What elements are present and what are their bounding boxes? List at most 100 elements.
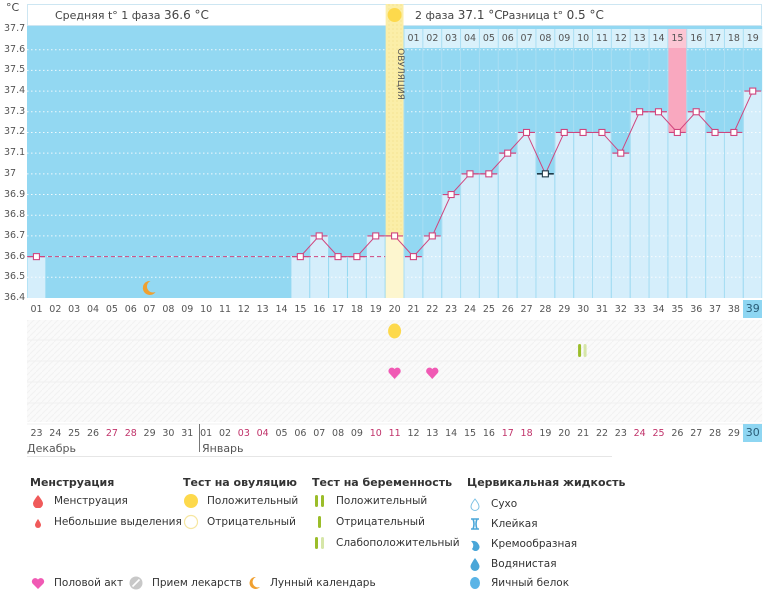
- cycle-day-label[interactable]: 17: [332, 304, 345, 315]
- temperature-point[interactable]: [447, 190, 455, 199]
- temperature-point[interactable]: [598, 128, 606, 137]
- temperature-point[interactable]: [749, 87, 757, 95]
- temperature-point[interactable]: [730, 128, 738, 137]
- calendar-date[interactable]: 04: [256, 428, 269, 439]
- calendar-date[interactable]: 05: [275, 428, 288, 439]
- calendar-date[interactable]: 30: [743, 424, 763, 442]
- cycle-day-label[interactable]: 25: [482, 304, 495, 315]
- calendar-date[interactable]: 21: [577, 428, 590, 439]
- cycle-day-label[interactable]: 06: [124, 304, 137, 315]
- cycle-day-label[interactable]: 12: [237, 304, 250, 315]
- calendar-date[interactable]: 25: [652, 428, 665, 439]
- calendar-date[interactable]: 19: [539, 428, 552, 439]
- calendar-date[interactable]: 29: [143, 428, 156, 439]
- calendar-date[interactable]: 23: [30, 428, 43, 439]
- temperature-point[interactable]: [673, 128, 681, 137]
- calendar-date[interactable]: 22: [595, 428, 609, 439]
- temperature-point[interactable]: [560, 128, 568, 137]
- calendar-date[interactable]: 07: [313, 428, 326, 439]
- temperature-point[interactable]: [315, 232, 323, 240]
- cycle-day-label[interactable]: 27: [520, 304, 533, 315]
- temperature-point[interactable]: [692, 108, 700, 116]
- calendar-date[interactable]: 30: [162, 428, 175, 439]
- cycle-day-label[interactable]: 09: [181, 304, 194, 315]
- cycle-day-label[interactable]: 28: [539, 304, 552, 315]
- calendar-date[interactable]: 17: [501, 428, 514, 439]
- calendar-date[interactable]: 16: [482, 428, 495, 439]
- cycle-day-label[interactable]: 34: [652, 304, 665, 315]
- cycle-day-label[interactable]: 15: [294, 304, 307, 315]
- calendar-date[interactable]: 08: [332, 428, 345, 439]
- cycle-day-label[interactable]: 01: [30, 304, 43, 315]
- calendar-date[interactable]: 01: [200, 428, 213, 439]
- temperature-point[interactable]: [466, 170, 474, 178]
- cycle-day-label[interactable]: 14: [275, 304, 288, 315]
- temperature-point[interactable]: [32, 253, 40, 261]
- cycle-day-label[interactable]: 16: [313, 304, 326, 315]
- cycle-day-label[interactable]: 35: [671, 304, 684, 315]
- cycle-day-label[interactable]: 19: [369, 304, 382, 315]
- temperature-point[interactable]: [504, 149, 512, 157]
- calendar-date[interactable]: 23: [614, 428, 627, 439]
- cycle-day-label[interactable]: 11: [218, 304, 232, 315]
- calendar-date[interactable]: 24: [633, 428, 646, 439]
- calendar-date[interactable]: 24: [49, 428, 62, 439]
- calendar-date[interactable]: 14: [445, 428, 458, 439]
- cycle-day-label[interactable]: 26: [501, 304, 514, 315]
- calendar-date[interactable]: 13: [426, 428, 439, 439]
- calendar-date[interactable]: 09: [350, 428, 363, 439]
- temperature-point[interactable]: [428, 232, 436, 240]
- calendar-date[interactable]: 28: [709, 428, 722, 439]
- calendar-date[interactable]: 27: [105, 428, 118, 439]
- cycle-day-label[interactable]: 10: [200, 304, 213, 315]
- cycle-day-label[interactable]: 24: [464, 304, 477, 315]
- temperature-point[interactable]: [654, 108, 663, 116]
- cycle-day-label[interactable]: 39: [743, 300, 763, 318]
- cycle-day-label[interactable]: 31: [595, 304, 609, 315]
- temperature-point[interactable]: [711, 128, 719, 137]
- cycle-day-label[interactable]: 03: [68, 304, 81, 315]
- temperature-point[interactable]: [353, 253, 361, 261]
- calendar-date[interactable]: 20: [558, 428, 571, 439]
- calendar-date[interactable]: 25: [68, 428, 81, 439]
- calendar-date[interactable]: 29: [727, 428, 740, 439]
- cycle-day-label[interactable]: 38: [727, 304, 740, 315]
- cycle-day-label[interactable]: 22: [426, 304, 439, 315]
- cycle-day-label[interactable]: 37: [709, 304, 722, 315]
- calendar-date[interactable]: 27: [690, 428, 703, 439]
- cycle-day-label[interactable]: 23: [445, 304, 458, 315]
- cycle-day-label[interactable]: 07: [143, 304, 156, 315]
- temperature-point[interactable]: [522, 128, 531, 137]
- cycle-day-label[interactable]: 08: [162, 304, 175, 315]
- temperature-point[interactable]: [485, 170, 493, 178]
- calendar-date[interactable]: 06: [294, 428, 307, 439]
- cycle-day-label[interactable]: 04: [87, 304, 100, 315]
- temperature-point[interactable]: [296, 253, 304, 261]
- cycle-day-label[interactable]: 33: [633, 304, 646, 315]
- calendar-date[interactable]: 26: [671, 428, 684, 439]
- calendar-date[interactable]: 12: [407, 428, 420, 439]
- cycle-day-label[interactable]: 18: [350, 304, 363, 315]
- cycle-day-label[interactable]: 02: [49, 304, 62, 315]
- cycle-day-label[interactable]: 36: [690, 304, 703, 315]
- calendar-date[interactable]: 10: [369, 428, 382, 439]
- temperature-point[interactable]: [409, 253, 417, 261]
- temperature-point[interactable]: [541, 170, 549, 178]
- cycle-day-label[interactable]: 21: [407, 304, 420, 315]
- temperature-point[interactable]: [617, 149, 625, 157]
- temperature-point[interactable]: [391, 232, 399, 240]
- cycle-day-label[interactable]: 13: [256, 304, 269, 315]
- cycle-day-label[interactable]: 05: [105, 304, 118, 315]
- cycle-day-label[interactable]: 32: [614, 304, 627, 315]
- cycle-day-label[interactable]: 29: [558, 304, 571, 315]
- temperature-point[interactable]: [334, 253, 342, 261]
- temperature-point[interactable]: [372, 232, 380, 240]
- calendar-date[interactable]: 03: [237, 428, 250, 439]
- temperature-point[interactable]: [636, 108, 644, 116]
- calendar-date[interactable]: 28: [124, 428, 137, 439]
- calendar-date[interactable]: 02: [218, 428, 232, 439]
- temperature-point[interactable]: [579, 128, 587, 137]
- calendar-date[interactable]: 26: [87, 428, 100, 439]
- calendar-date[interactable]: 31: [181, 428, 194, 439]
- calendar-date[interactable]: 18: [520, 428, 533, 439]
